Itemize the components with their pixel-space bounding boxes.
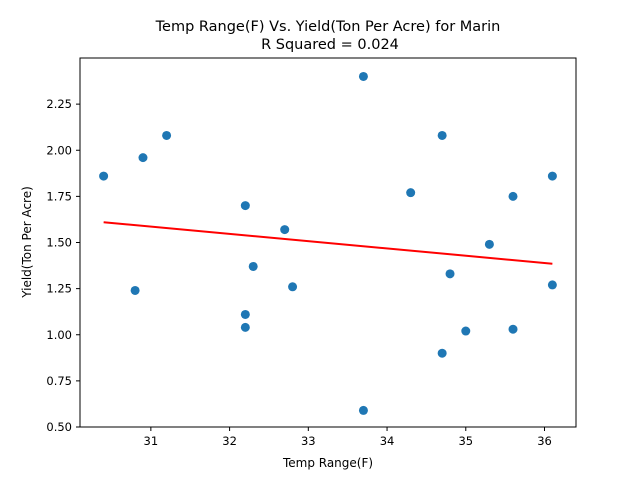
data-point xyxy=(437,130,447,140)
x-tick-label: 31 xyxy=(144,434,159,448)
chart-title: Temp Range(F) Vs. Yield(Ton Per Acre) fo… xyxy=(155,19,501,35)
x-tick-label: 33 xyxy=(301,434,316,448)
x-tick-label: 35 xyxy=(458,434,473,448)
data-point xyxy=(508,324,518,334)
data-point xyxy=(445,269,455,279)
y-tick-label: 1.25 xyxy=(46,282,72,296)
data-point xyxy=(138,153,148,163)
x-tick-label: 32 xyxy=(222,434,237,448)
x-tick-label: 36 xyxy=(537,434,552,448)
data-point xyxy=(240,201,250,211)
y-tick-label: 0.75 xyxy=(46,374,72,388)
x-axis-label: Temp Range(F) xyxy=(282,456,373,470)
y-axis: 0.50 0.75 1.00 1.25 1.50 1.75 2.00 2.25 xyxy=(46,97,80,434)
data-point xyxy=(99,171,109,181)
data-point xyxy=(484,239,494,249)
data-point xyxy=(162,130,172,140)
data-point xyxy=(358,405,368,415)
data-point xyxy=(288,282,298,292)
data-point xyxy=(461,326,471,336)
data-point xyxy=(547,280,557,290)
data-point xyxy=(240,309,250,319)
data-point xyxy=(130,285,140,295)
data-point xyxy=(240,322,250,332)
data-point xyxy=(547,171,557,181)
x-tick-label: 34 xyxy=(380,434,395,448)
y-tick-label: 1.50 xyxy=(46,236,72,250)
data-point xyxy=(248,261,258,271)
trend-line xyxy=(103,221,553,265)
y-tick-label: 1.00 xyxy=(46,328,72,342)
x-axis: 31 32 33 34 35 36 xyxy=(144,427,552,448)
data-point xyxy=(406,188,416,198)
data-point xyxy=(508,191,518,201)
plot-area xyxy=(99,71,557,415)
chart-subtitle: R Squared = 0.024 xyxy=(261,37,399,53)
y-tick-label: 0.50 xyxy=(46,420,72,434)
data-point xyxy=(280,225,290,235)
y-tick-label: 2.00 xyxy=(46,143,72,157)
y-axis-label: Yield(Ton Per Acre) xyxy=(20,186,34,299)
data-point xyxy=(437,348,447,358)
data-point xyxy=(358,71,368,81)
y-tick-label: 2.25 xyxy=(46,97,72,111)
y-tick-label: 1.75 xyxy=(46,189,72,203)
